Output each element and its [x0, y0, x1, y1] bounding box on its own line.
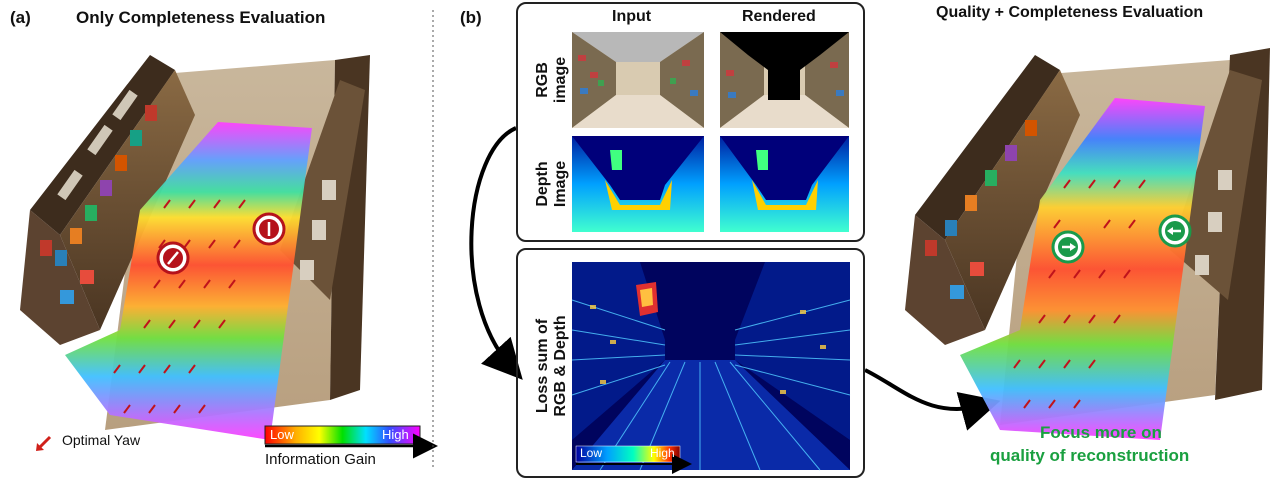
loss-heatmap-image	[571, 262, 851, 474]
loss-colorbar-high-label: High	[650, 446, 675, 460]
highlight-circle-c-left	[1051, 230, 1085, 264]
rgb-input-image	[572, 32, 704, 128]
panel-a-title: Only Completeness Evaluation	[76, 8, 326, 27]
panel-a-scene	[20, 55, 438, 459]
row-depth-label: Depth Image	[534, 160, 569, 208]
panel-a-letter: (a)	[10, 8, 31, 27]
panel-c-scene	[905, 48, 1270, 440]
colorbar-low-label: Low	[270, 427, 294, 442]
optimal-yaw-label: Optimal Yaw	[62, 432, 141, 448]
depth-input-image	[572, 136, 704, 232]
highlight-circle-a-left	[156, 241, 190, 275]
focus-line-1: Focus more on	[1040, 423, 1162, 442]
flow-arrow-to-panel-c	[864, 368, 1001, 431]
highlight-circle-c-right	[1158, 214, 1192, 248]
panel-c-title: Quality + Completeness Evaluation	[936, 4, 1204, 21]
flow-arrow-to-loss	[469, 126, 523, 380]
depth-rendered-image	[720, 136, 849, 232]
loss-colorbar-low-label: Low	[580, 446, 603, 460]
row-rgb-label: RGB image	[534, 56, 569, 104]
loss-sum-label: Loss sum of RGB & Depth	[534, 315, 569, 417]
render-comparison-box	[516, 2, 865, 242]
viewpoint-arrows-c	[1013, 179, 1146, 409]
loss-box	[516, 248, 865, 478]
rgb-rendered-image	[720, 32, 849, 128]
panel-b-images	[469, 32, 1001, 474]
column-rendered-label: Rendered	[742, 8, 816, 25]
highlight-circle-a-right	[252, 212, 286, 246]
viewpoint-arrows-a	[113, 199, 246, 414]
colorbar-caption: Information Gain	[265, 451, 376, 468]
colorbar-high-label: High	[382, 427, 409, 442]
column-input-label: Input	[612, 8, 652, 25]
focus-line-2: quality of reconstruction	[990, 446, 1190, 465]
panel-b-letter: (b)	[460, 8, 482, 27]
